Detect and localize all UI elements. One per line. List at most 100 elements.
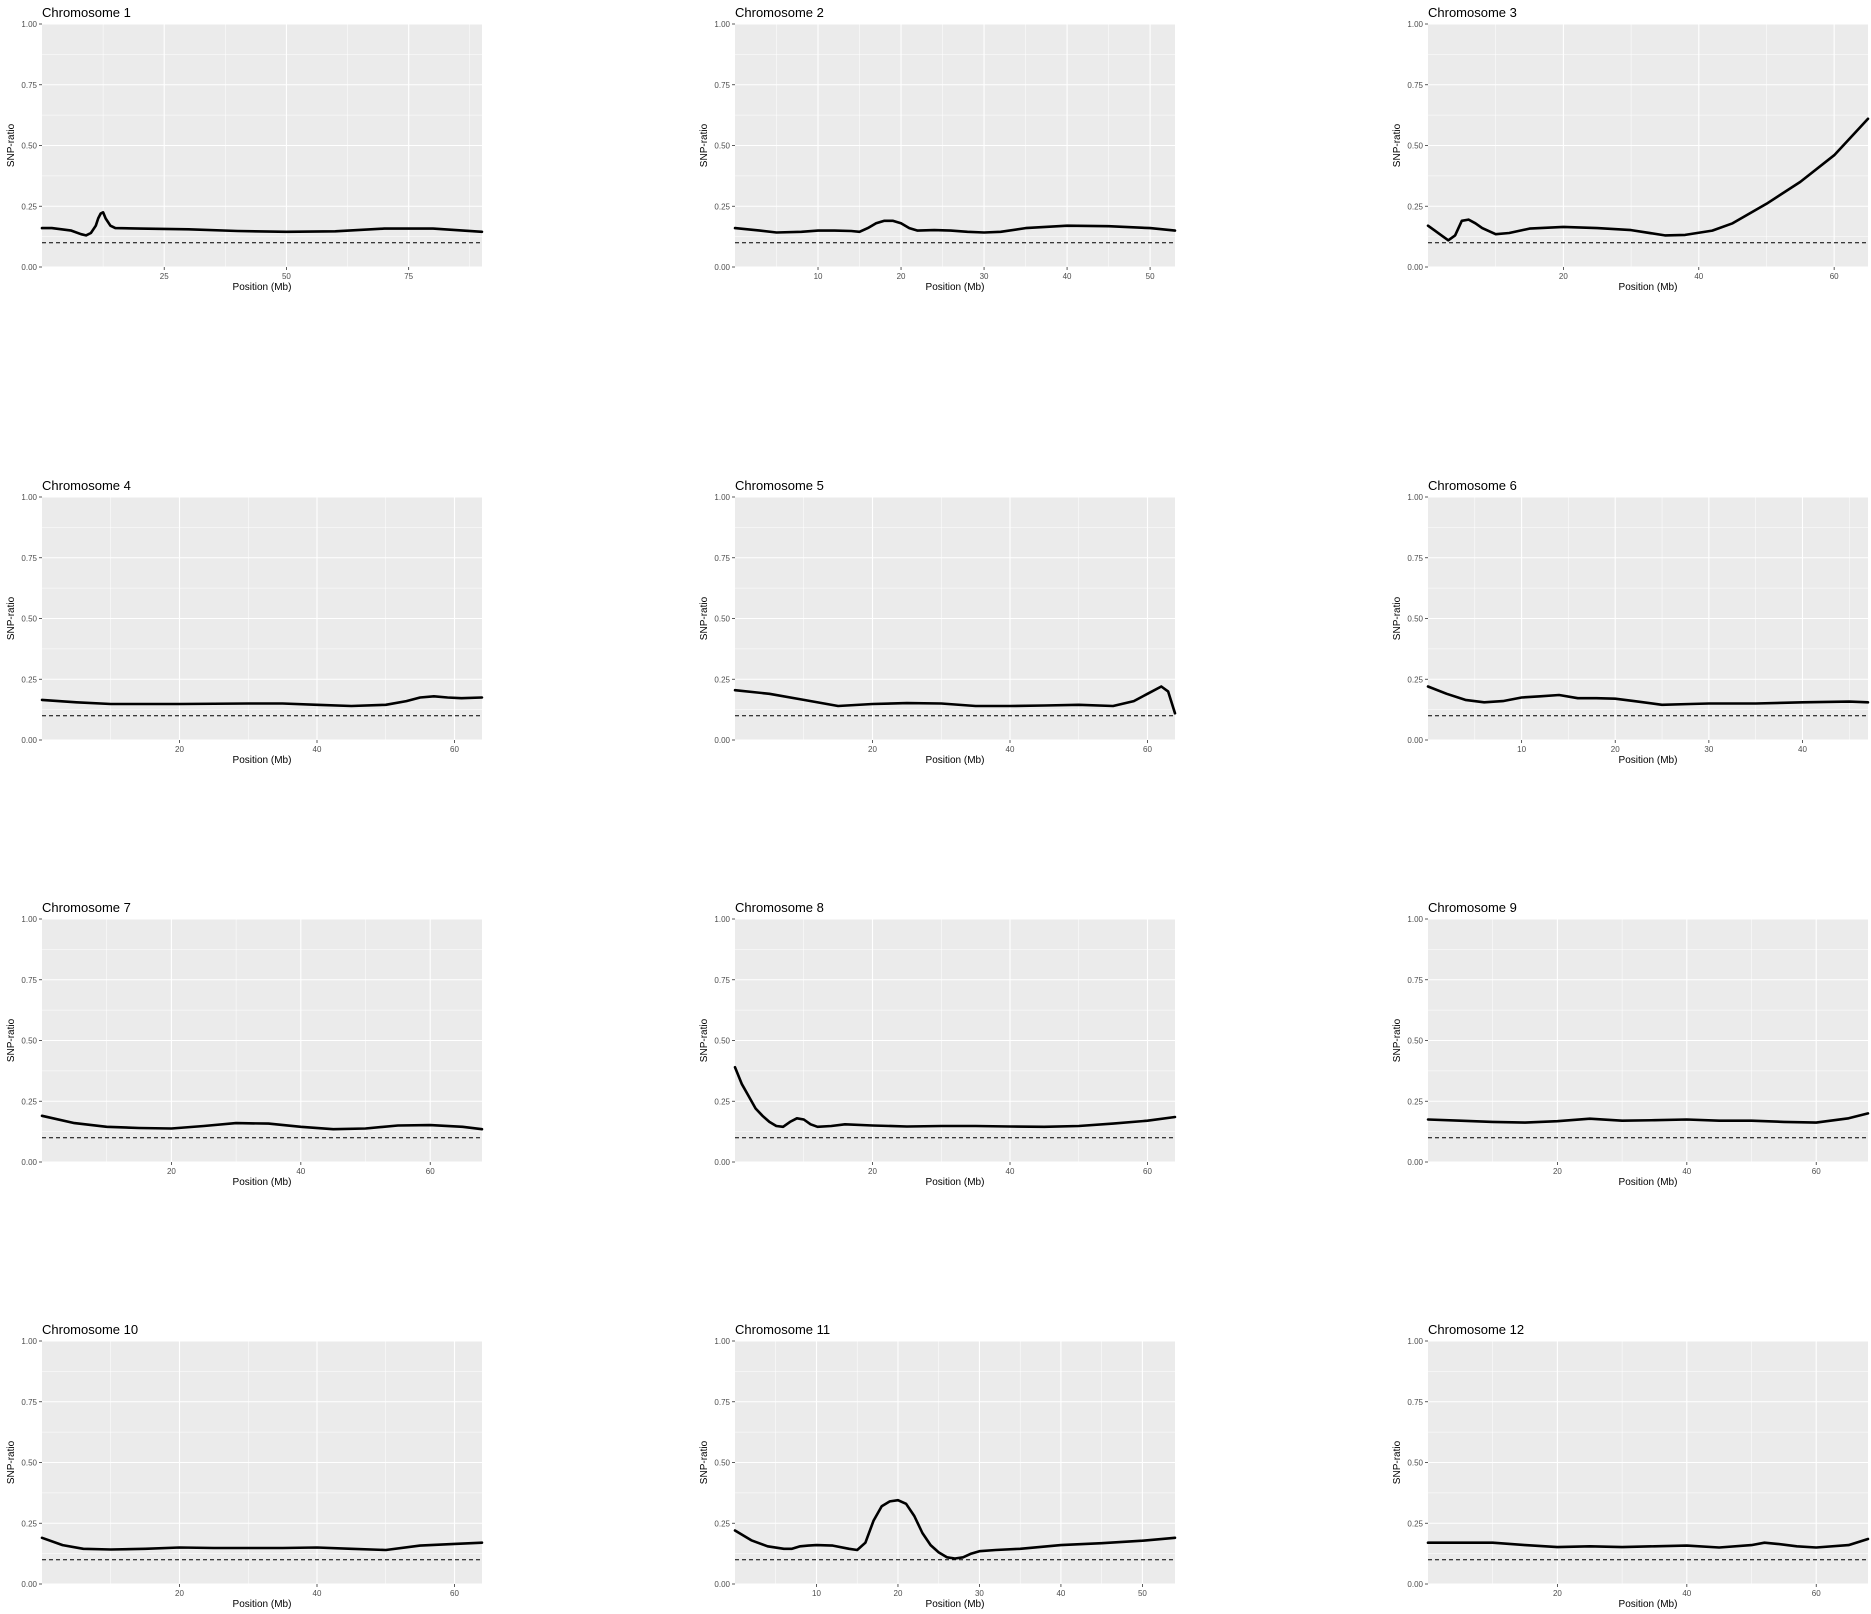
x-axis-label: Position (Mb)	[926, 282, 985, 293]
x-axis-label: Position (Mb)	[1619, 1599, 1678, 1610]
y-tick-label: 0.50	[21, 615, 37, 624]
y-tick-label: 1.00	[714, 1337, 730, 1346]
x-tick-label: 60	[1812, 1167, 1821, 1176]
snp-ratio-line	[1426, 117, 1870, 242]
snp-ratio-line	[40, 211, 484, 237]
x-axis-label: Position (Mb)	[233, 282, 292, 293]
x-tick-label: 40	[1682, 1589, 1691, 1598]
y-axis-label: SNP-ratio	[6, 1018, 17, 1062]
snp-ratio-line	[1426, 1537, 1870, 1549]
chart-panel: 0.00 0.25 0.50 0.75 1.00 20 40 60 Chromosome 3 Po…	[1392, 5, 1870, 293]
x-axis-label: Position (Mb)	[926, 755, 985, 766]
x-tick-label: 20	[167, 1167, 176, 1176]
x-tick-label: 50	[282, 272, 291, 281]
y-tick-label: 1.00	[21, 20, 37, 29]
y-tick-label: 0.75	[21, 1398, 37, 1407]
x-tick-label: 60	[1830, 272, 1839, 281]
y-tick-label: 0.50	[714, 615, 730, 624]
y-tick-label: 0.25	[21, 675, 37, 684]
x-axis-label: Position (Mb)	[1619, 282, 1678, 293]
y-tick-label: 0.25	[714, 1097, 730, 1106]
chart-title: Chromosome 4	[42, 478, 131, 493]
y-tick-label: 0.50	[21, 1037, 37, 1046]
x-tick-label: 25	[160, 272, 169, 281]
x-axis-label: Position (Mb)	[926, 1599, 985, 1610]
y-tick-label: 1.00	[1407, 493, 1423, 502]
y-tick-label: 0.75	[1407, 976, 1423, 985]
x-tick-label: 60	[1812, 1589, 1821, 1598]
y-tick-label: 1.00	[714, 493, 730, 502]
y-tick-label: 0.75	[714, 1398, 730, 1407]
x-tick-label: 10	[1517, 745, 1526, 754]
y-tick-label: 0.75	[714, 81, 730, 90]
x-tick-label: 75	[404, 272, 413, 281]
x-tick-label: 40	[1006, 1167, 1015, 1176]
chart-title: Chromosome 5	[735, 478, 824, 493]
x-tick-label: 20	[1553, 1589, 1562, 1598]
x-tick-label: 40	[1682, 1167, 1691, 1176]
y-tick-label: 0.25	[1407, 1097, 1423, 1106]
y-tick-label: 0.75	[21, 81, 37, 90]
y-axis-label: SNP-ratio	[699, 123, 710, 167]
chart-title: Chromosome 12	[1428, 1322, 1524, 1337]
snp-ratio-line	[1426, 685, 1870, 707]
y-tick-label: 1.00	[21, 1337, 37, 1346]
y-axis-label: SNP-ratio	[699, 1018, 710, 1062]
y-tick-label: 0.00	[1407, 263, 1423, 272]
chart-title: Chromosome 11	[735, 1322, 830, 1337]
snp-ratio-line	[40, 1114, 484, 1131]
chart-panel: 0.00 0.25 0.50 0.75 1.00 20 40 60 Chromosome 7 Po…	[6, 900, 484, 1188]
x-tick-label: 20	[1559, 272, 1568, 281]
y-tick-label: 0.50	[714, 142, 730, 151]
y-tick-label: 0.25	[21, 1097, 37, 1106]
y-axis-label: SNP-ratio	[6, 123, 17, 167]
x-axis-label: Position (Mb)	[926, 1177, 985, 1188]
chart-panel: 0.00 0.25 0.50 0.75 1.00 20 40 60 Chromosome 4 Po…	[6, 478, 484, 766]
y-tick-label: 1.00	[1407, 915, 1423, 924]
x-tick-label: 60	[450, 745, 459, 754]
y-tick-label: 0.50	[1407, 142, 1423, 151]
y-tick-label: 0.00	[1407, 1158, 1423, 1167]
y-tick-label: 0.75	[714, 554, 730, 563]
y-tick-label: 1.00	[1407, 1337, 1423, 1346]
chart-panel: 0.00 0.25 0.50 0.75 1.00 10 20 30 40 Chromosome 6…	[1392, 478, 1870, 766]
x-axis-label: Position (Mb)	[233, 1599, 292, 1610]
y-tick-label: 0.75	[1407, 1398, 1423, 1407]
y-tick-label: 0.25	[21, 1519, 37, 1528]
y-tick-label: 0.75	[21, 554, 37, 563]
chart-title: Chromosome 6	[1428, 478, 1517, 493]
chart-title: Chromosome 9	[1428, 900, 1517, 915]
snp-ratio-line	[733, 1498, 1177, 1560]
y-tick-label: 1.00	[714, 20, 730, 29]
y-tick-label: 0.75	[1407, 81, 1423, 90]
snp-ratio-line	[1426, 1112, 1870, 1124]
y-axis-label: SNP-ratio	[699, 596, 710, 640]
chart-panel: 0.00 0.25 0.50 0.75 1.00 20 40 60 Chromosome 10 P…	[6, 1322, 484, 1610]
x-tick-label: 40	[313, 1589, 322, 1598]
snp-ratio-line	[40, 1536, 484, 1552]
y-tick-label: 0.00	[21, 263, 37, 272]
x-tick-label: 60	[1143, 745, 1152, 754]
y-tick-label: 0.50	[1407, 1459, 1423, 1468]
x-tick-label: 30	[975, 1589, 984, 1598]
y-tick-label: 0.00	[1407, 1580, 1423, 1589]
x-axis-label: Position (Mb)	[1619, 1177, 1678, 1188]
y-tick-label: 1.00	[21, 493, 37, 502]
y-tick-label: 0.00	[714, 1580, 730, 1589]
y-tick-label: 0.50	[21, 1459, 37, 1468]
chart-panel: 0.00 0.25 0.50 0.75 1.00 25 50 75 Chromosome 1 Po…	[6, 5, 484, 293]
chart-panel: 0.00 0.25 0.50 0.75 1.00 20 40 60 Chromosome 12 P…	[1392, 1322, 1870, 1610]
chart-title: Chromosome 1	[42, 5, 131, 20]
y-tick-label: 0.00	[21, 1580, 37, 1589]
x-tick-label: 20	[175, 745, 184, 754]
y-tick-label: 0.50	[21, 142, 37, 151]
chart-title: Chromosome 7	[42, 900, 131, 915]
x-tick-label: 30	[1704, 745, 1713, 754]
x-tick-label: 20	[868, 1167, 877, 1176]
snp-ratio-line	[733, 219, 1177, 234]
y-tick-label: 0.00	[21, 736, 37, 745]
snp-ratio-line	[733, 685, 1177, 715]
x-tick-label: 20	[175, 1589, 184, 1598]
x-tick-label: 10	[814, 272, 823, 281]
chart-title: Chromosome 2	[735, 5, 824, 20]
